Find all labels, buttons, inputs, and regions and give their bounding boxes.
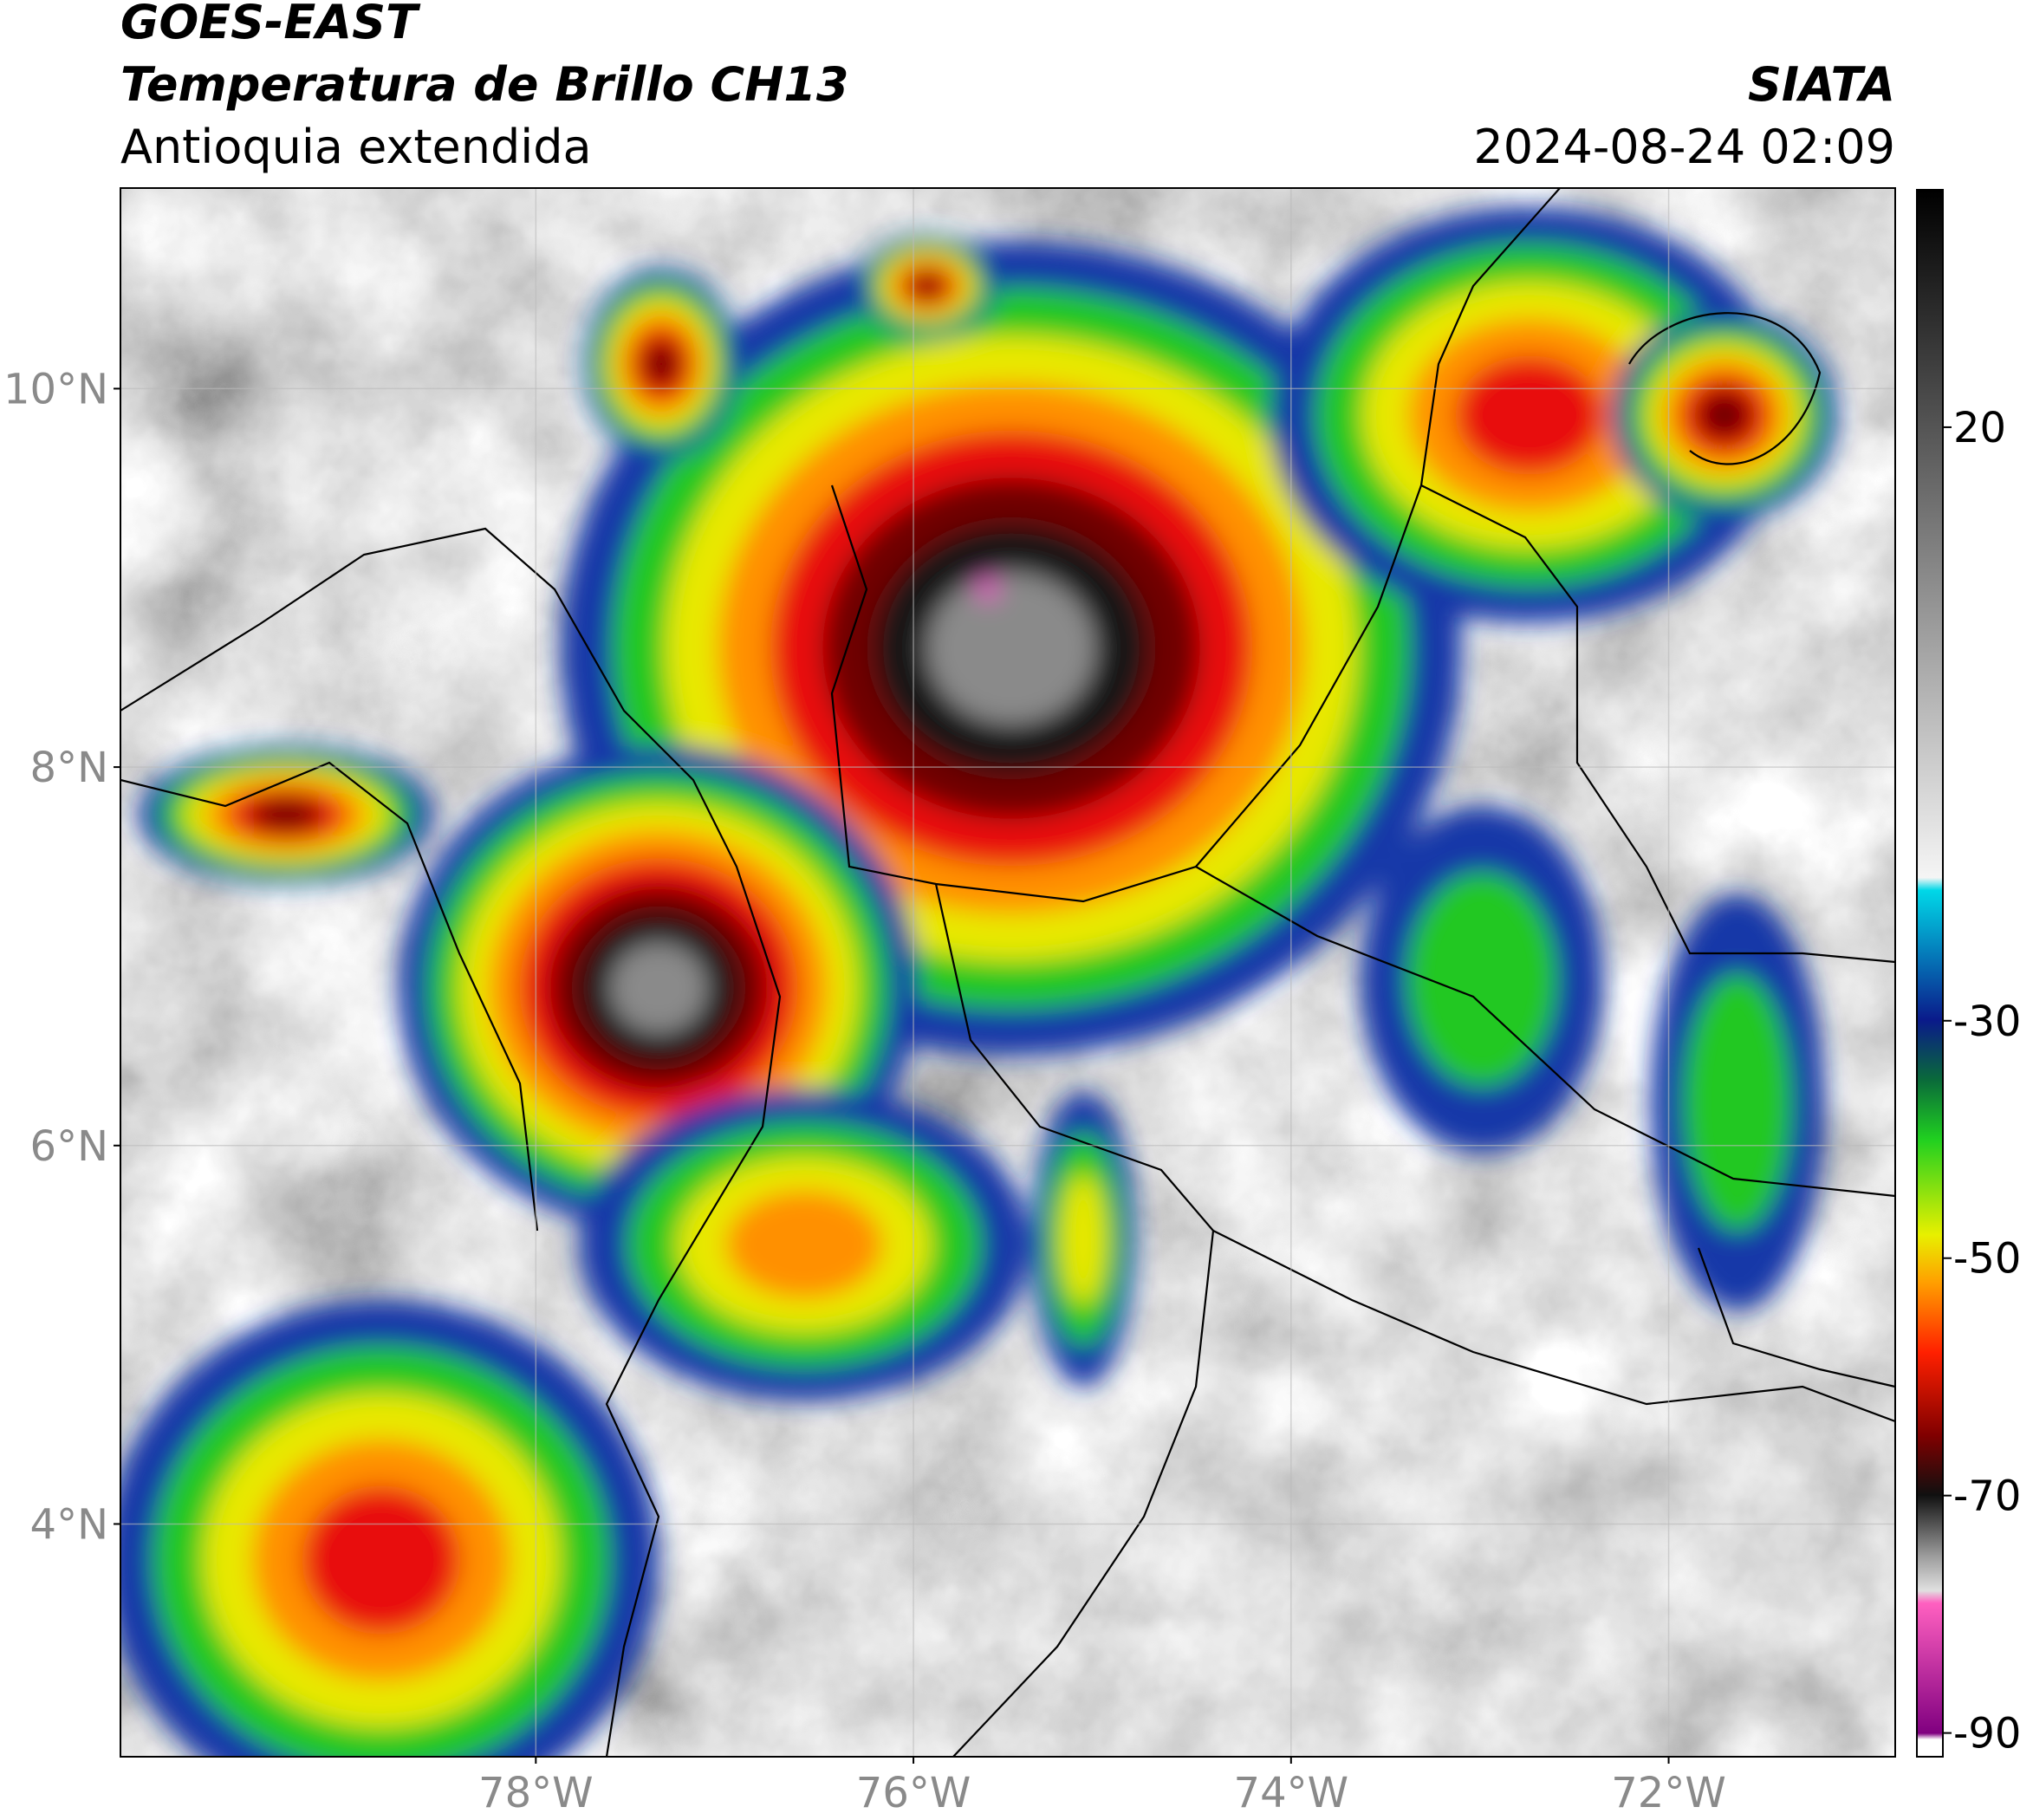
colorbar-tick-label: -30 <box>1953 998 2021 1046</box>
datetime: 2024-08-24 02:09 <box>1473 120 1895 174</box>
x-tick-label: 78°W <box>478 1769 594 1817</box>
cloud-top <box>250 797 322 832</box>
cloud-top <box>1684 974 1791 1231</box>
cloud-top <box>927 572 1095 725</box>
overshoot <box>976 577 1000 601</box>
colorbar <box>1916 189 1944 1758</box>
subtitle: Temperatura de Brillo CH13 <box>120 57 849 112</box>
storm-layer <box>120 207 1837 1757</box>
x-tick-label: 74°W <box>1234 1769 1349 1817</box>
cloud-top <box>910 273 945 299</box>
x-tick-label: 72°W <box>1611 1769 1726 1817</box>
y-tick-label: 10°N <box>3 365 108 413</box>
cloud-top <box>642 341 680 387</box>
borders <box>120 188 1895 1757</box>
y-tick-label: 4°N <box>30 1500 108 1549</box>
y-tick-label: 8°N <box>30 744 108 792</box>
cloud-top <box>610 942 707 1034</box>
graticule <box>120 188 1895 1757</box>
region: Antioquia extendida <box>120 120 592 174</box>
source: SIATA <box>1748 57 1895 112</box>
cloud-top <box>1406 872 1557 1087</box>
colorbar-tick-label: -50 <box>1953 1235 2021 1284</box>
cloud-top <box>302 1485 461 1635</box>
y-tick-label: 6°N <box>30 1122 108 1171</box>
cloud-top <box>1060 1173 1107 1305</box>
cloud-top <box>1455 355 1604 475</box>
colorbar-tick-label: 20 <box>1953 404 2006 452</box>
cloud-top <box>1697 389 1752 441</box>
map-image <box>120 188 1895 1757</box>
cloud-top <box>725 1190 883 1299</box>
title: GOES-EAST <box>120 0 421 49</box>
colorbar-tick-label: -90 <box>1953 1710 2021 1758</box>
map-frame <box>120 187 1896 1758</box>
x-tick-label: 76°W <box>856 1769 971 1817</box>
colorbar-tick-label: -70 <box>1953 1472 2021 1521</box>
